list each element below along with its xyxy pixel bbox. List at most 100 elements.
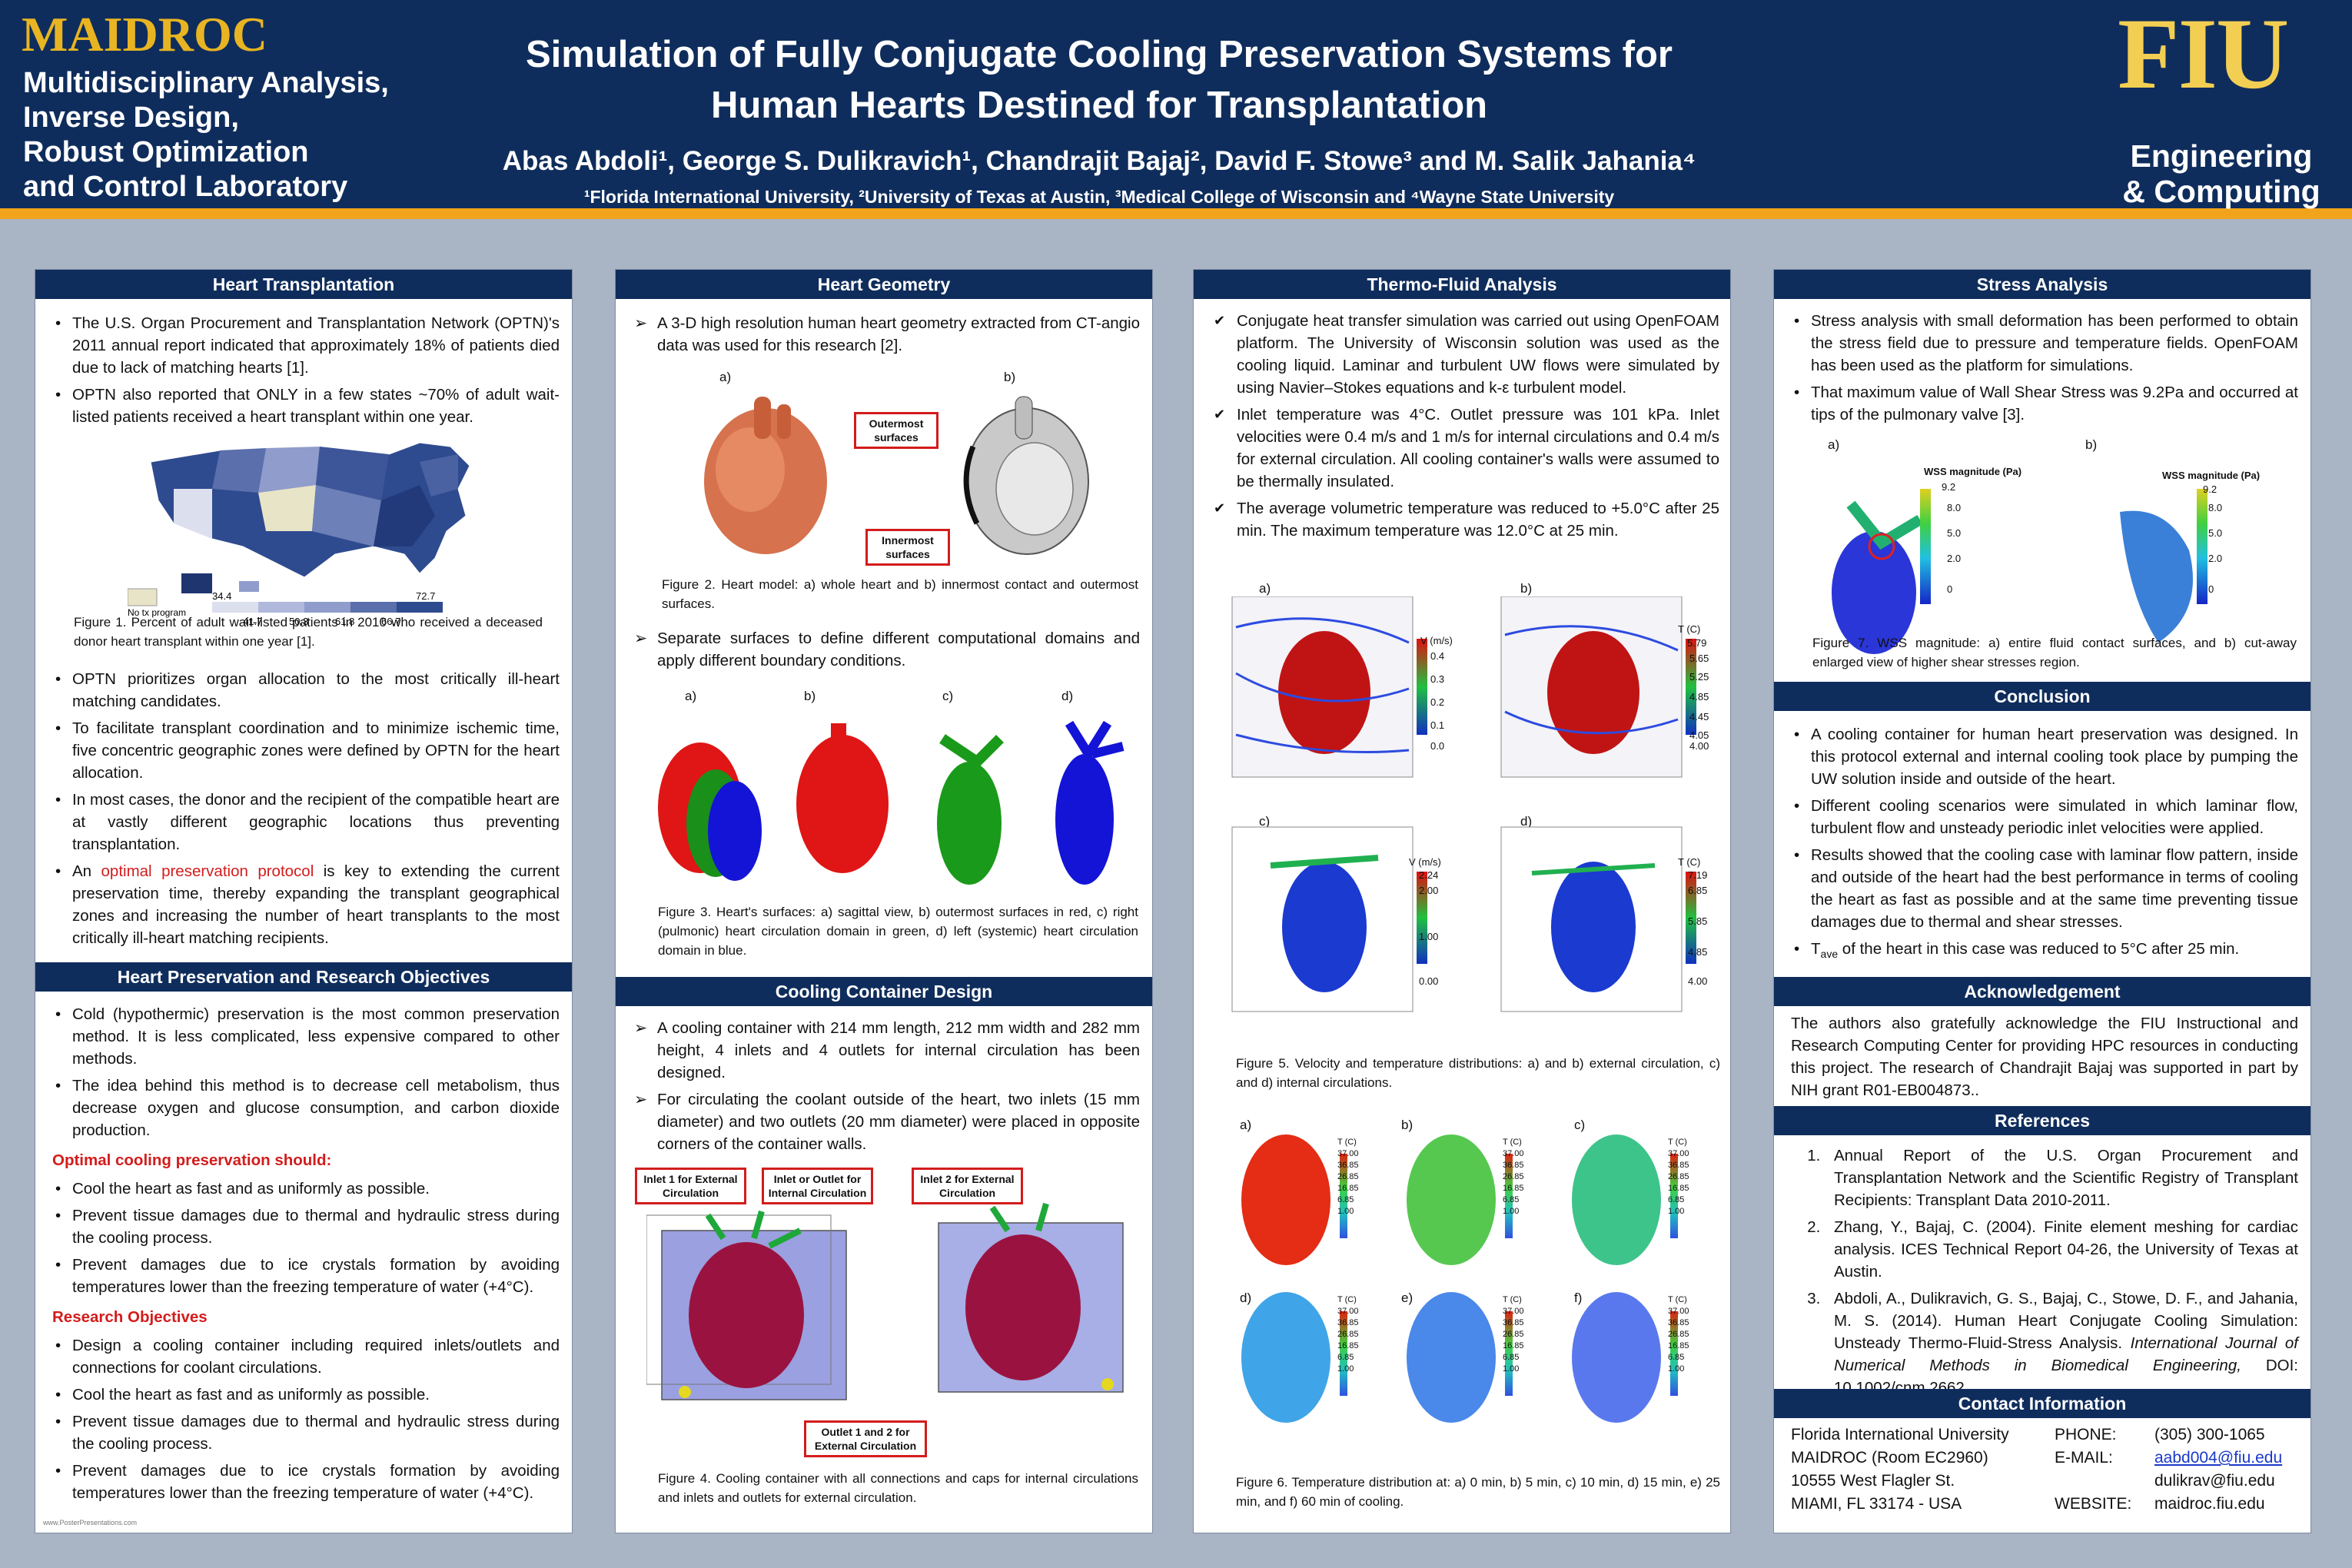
fig5a-scale-tick: 0.3 [1430,673,1445,685]
fig6d-scale: T (C) 37.00 36.85 26.85 16.85 6.85 1.00 [1337,1295,1359,1374]
lab-name: Multidisciplinary Analysis, Inverse Desi… [23,67,389,203]
legend-bin-2 [258,602,304,613]
flow-results-figure [1231,596,1696,1012]
fig5b-scale-title: T (C) [1678,623,1701,635]
fig5-label-d: d) [1520,814,1533,829]
maidroc-logo: MAIDROC [22,7,267,61]
legend-value-5: 66.7 [381,616,400,627]
section-heading-objectives: Heart Preservation and Research Objectiv… [35,962,572,992]
fig6-label-e: e) [1401,1291,1414,1305]
fig5-label-a: a) [1259,581,1271,596]
author-list: Abas Abdoli¹, George S. Dulikravich¹, Ch… [502,146,1696,176]
column-1: Heart Transplantation The U.S. Organ Pro… [35,269,573,1533]
email-link[interactable]: aabd004@fiu.edu [2154,1449,2283,1467]
fig2-label-a: a) [719,370,732,384]
optimal-cooling-heading: Optimal cooling preservation should: [52,1151,332,1169]
fig3-label-a: a) [685,689,697,703]
fig6-caption: Figure 6. Temperature distribution at: a… [1236,1475,1720,1509]
fig7-label-b: b) [2085,437,2098,452]
fig6-label-f: f) [1574,1291,1583,1305]
fig5a-scale-tick: 0.1 [1430,719,1445,731]
fig5b-scale-tick: 4.00 [1689,740,1709,752]
fig5c-scale-title: V (m/s) [1409,856,1441,868]
hawaii-shape [239,581,259,592]
fig3-label-b: b) [804,689,816,703]
phone-number: (305) 300-1065 [2154,1426,2265,1443]
section-heading-acknowledgement: Acknowledgement [1774,977,2310,1006]
heart-model-surfaces [963,396,1089,555]
legend-bin-5 [397,602,443,613]
fig7-caption: Figure 7. WSS magnitude: a) entire fluid… [1812,636,2297,669]
callout-outlets: Outlet 1 and 2 for External Circulation [804,1420,927,1457]
fig5d-scale-tick: 7.19 [1688,869,1708,881]
fig5b-scale-tick: 4.45 [1689,711,1709,723]
section-heading-references: References [1774,1106,2310,1135]
us-map-figure: No tx program 34.4 41.7 50.3 61.8 66.7 7… [128,442,470,627]
contact-values: (305) 300-1065 aabd004@fiu.edu dulikrav@… [2154,1423,2282,1516]
section-heading-geometry: Heart Geometry [616,270,1152,299]
website-url[interactable]: maidroc.fiu.edu [2154,1495,2265,1513]
wss-tick-a: 9.2 [1942,481,1956,493]
objectives-text: Cold (hypothermic) preservation is the m… [52,1003,560,1509]
fiu-logo: FIU [2118,0,2289,110]
fig5d-scale-title: T (C) [1678,856,1701,868]
callout-outermost-surfaces: Outermost surfaces [854,412,938,449]
fig5d-scale-tick: 6.85 [1688,885,1708,896]
fig6a-scale: T (C) 37.00 36.85 26.85 16.85 6.85 1.00 [1337,1138,1359,1216]
legend-value-3: 50.3 [289,616,308,627]
wss-title-a: WSS magnitude (Pa) [1924,466,2022,477]
legend-bin-3 [304,602,350,613]
legend-bin-4 [350,602,397,613]
fig5b-scale-tick: 5.25 [1689,671,1709,683]
fig5d-scale-tick: 4.00 [1688,975,1708,987]
legend-bin-1 [212,602,258,613]
college-name: Engineering & Computing [2122,138,2320,209]
geometry-text-2: Separate surfaces to define different co… [633,627,1140,676]
fig3-label-d: d) [1061,689,1074,703]
fig5b-scale-tick: 4.05 [1689,729,1709,741]
wss-tick-b: 2.0 [2208,553,2223,564]
fig5c-scale-tick: 2.24 [1419,869,1439,881]
fig5b-scale-tick: 5.79 [1687,637,1707,649]
wss-tick-a: 0 [1947,583,1953,595]
geometry-text-1: A 3-D high resolution human heart geomet… [633,312,1140,361]
fig5b-scale-tick: 5.65 [1689,653,1709,664]
callout-inlet-1: Inlet 1 for External Circulation [635,1168,746,1204]
container-text: A cooling container with 214 mm length, … [633,1017,1140,1160]
fig5d-scale-tick: 5.85 [1688,915,1708,927]
fig1-caption: Figure 1. Percent of adult wait-listed p… [74,615,543,649]
conclusion-text: A cooling container for human heart pres… [1791,723,2298,970]
email-secondary: dulikrav@fiu.edu [2154,1472,2275,1490]
legend-no-tx-swatch [128,588,158,606]
research-objectives-heading: Research Objectives [52,1308,208,1326]
acknowledgement-text: The authors also gratefully acknowledge … [1791,1015,2298,1099]
poster-title: Simulation of Fully Conjugate Cooling Pr… [526,34,1673,126]
fig6-label-c: c) [1574,1118,1586,1132]
fig5a-scale-tick: 0.4 [1430,650,1445,662]
transplant-text-2: OPTN prioritizes organ allocation to the… [52,668,560,954]
temperature-history-figure [1241,1134,1678,1423]
wss-title-b: WSS magnitude (Pa) [2162,470,2261,481]
cooling-container-figure [646,1202,1124,1400]
fig7-label-a: a) [1828,437,1840,452]
section-heading-conclusion: Conclusion [1774,682,2310,711]
wss-tick-a: 8.0 [1947,502,1962,513]
section-heading-transplant: Heart Transplantation [35,270,572,299]
column-2: Heart Geometry A 3-D high resolution hum… [615,269,1153,1533]
alaska-shape [181,573,212,593]
fig6c-scale: T (C) 37.00 36.85 26.85 16.85 6.85 1.00 [1668,1138,1689,1216]
column-3: Thermo-Fluid Analysis Conjugate heat tra… [1193,269,1731,1533]
poster-header: MAIDROC Multidisciplinary Analysis, Inve… [0,0,2352,219]
references-list: Annual Report of the U.S. Organ Procurem… [1791,1144,2298,1404]
legend-value-min: 34.4 [212,590,231,602]
contact-labels: PHONE: E-MAIL: WEBSITE: [2055,1426,2132,1513]
fig2-label-b: b) [1004,370,1016,384]
fig3-caption: Figure 3. Heart's surfaces: a) sagittal … [658,905,1138,958]
fig6e-scale: T (C) 37.00 36.85 26.85 16.85 6.85 1.00 [1503,1295,1524,1374]
fig5a-scale-tick: 0.0 [1430,740,1445,752]
stress-text: Stress analysis with small deformation h… [1791,310,2298,430]
legend-value-4: 61.8 [335,616,354,627]
callout-internal-inlet: Inlet or Outlet for Internal Circulation [762,1168,873,1204]
fig3-label-c: c) [942,689,954,703]
column-4: Stress Analysis Stress analysis with sma… [1773,269,2311,1533]
